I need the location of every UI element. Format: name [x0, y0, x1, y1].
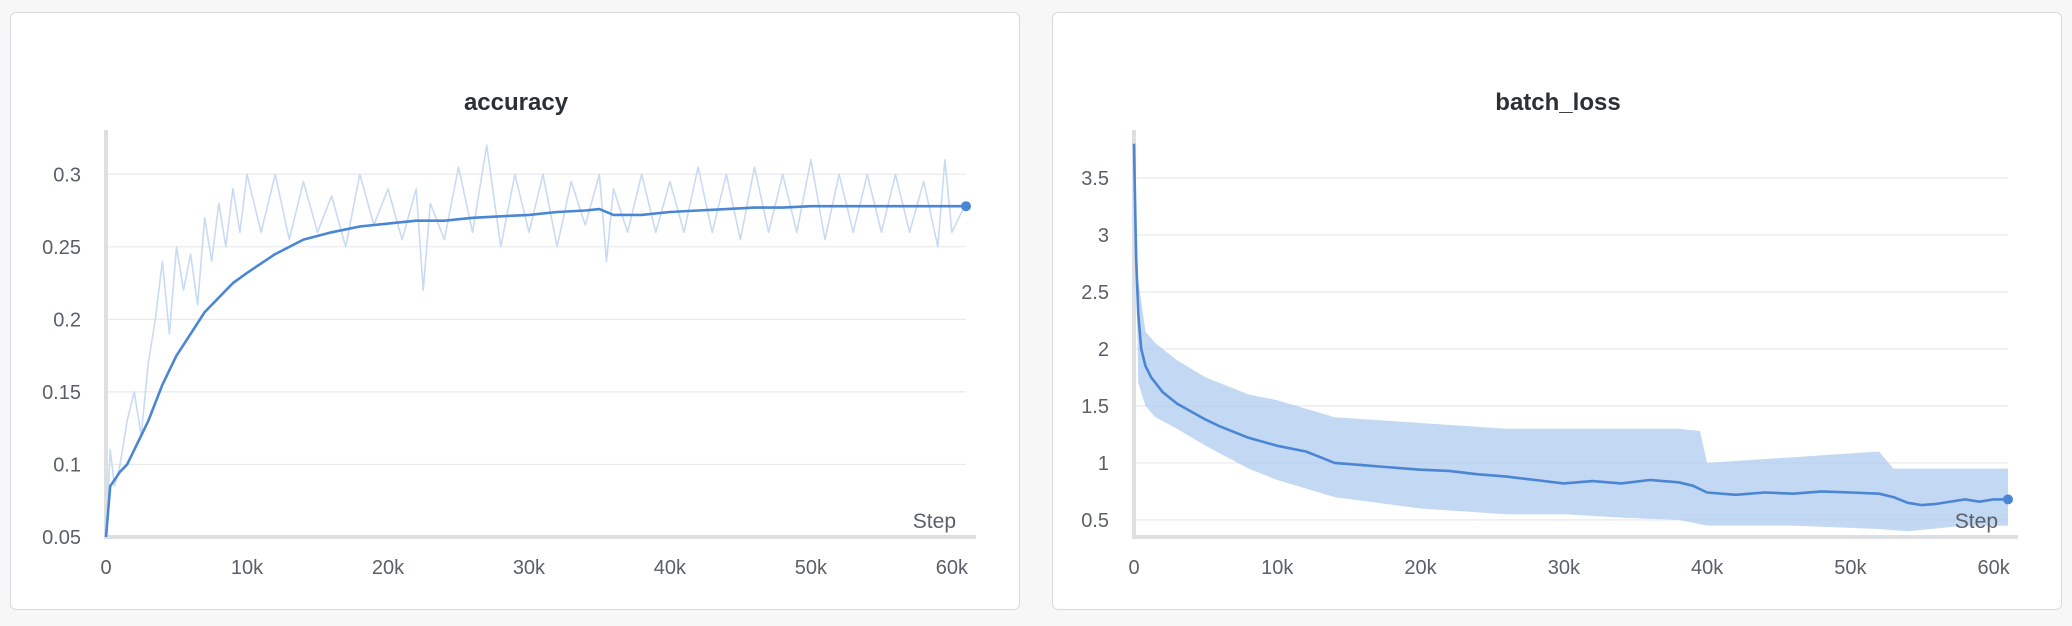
y-tick-label: 2.5 — [1081, 282, 1109, 304]
x-tick-label: 0 — [1128, 557, 1139, 579]
batch-loss-chart: batch_loss 0.5 1 1.5 2 2.5 3 3.5 0 10k 20k 30k 40k 50… — [1081, 89, 2018, 579]
x-axis-label: Step — [913, 510, 956, 533]
x-tick-label: 10k — [231, 557, 264, 579]
y-tick-label: 3 — [1098, 225, 1109, 247]
series-smoothed-line — [1132, 143, 2008, 507]
chart-title: accuracy — [464, 89, 569, 116]
y-tick-label: 0.15 — [42, 382, 81, 404]
x-tick-label: 10k — [1261, 557, 1294, 579]
accuracy-chart-panel: accuracy 0.05 0.1 0.15 0.2 0.25 0.3 0 10k 20k 30k 4… — [10, 12, 1020, 610]
y-tick-label: 0.05 — [42, 527, 81, 549]
y-tick-label: 0.3 — [53, 164, 81, 186]
series-range-band — [1134, 143, 2008, 532]
x-axis-label: Step — [1955, 510, 1998, 533]
y-tick-label: 0.2 — [53, 309, 81, 331]
series-raw-line — [105, 144, 967, 538]
y-tick-label: 2 — [1098, 339, 1109, 361]
accuracy-chart: accuracy 0.05 0.1 0.15 0.2 0.25 0.3 0 10k 20k 30k 4… — [42, 89, 976, 579]
y-tick-label: 1 — [1098, 453, 1109, 475]
x-tick-label: 20k — [1404, 557, 1437, 579]
y-tick-label: 0.25 — [42, 237, 81, 259]
x-tick-label: 40k — [1691, 557, 1724, 579]
y-tick-label: 3.5 — [1081, 168, 1109, 190]
batch-loss-chart-panel: batch_loss 0.5 1 1.5 2 2.5 3 3.5 0 10k 20k 30k 40k 50… — [1052, 12, 2062, 610]
series-end-point — [2003, 494, 2013, 505]
x-tick-label: 30k — [513, 557, 546, 579]
x-tick-label: 50k — [795, 557, 828, 579]
y-tick-label: 1.5 — [1081, 396, 1109, 418]
x-tick-label: 20k — [372, 557, 405, 579]
x-tick-label: 40k — [654, 557, 687, 579]
x-tick-label: 50k — [1834, 557, 1867, 579]
chart-title: batch_loss — [1495, 89, 1620, 116]
y-tick-label: 0.5 — [1081, 510, 1109, 532]
x-tick-label: 30k — [1548, 557, 1581, 579]
y-tick-label: 0.1 — [53, 454, 81, 476]
x-tick-label: 0 — [100, 557, 111, 579]
x-tick-label: 60k — [1978, 557, 2011, 579]
series-smoothed-line — [104, 204, 966, 538]
series-end-point — [961, 201, 971, 212]
x-tick-label: 60k — [936, 557, 969, 579]
